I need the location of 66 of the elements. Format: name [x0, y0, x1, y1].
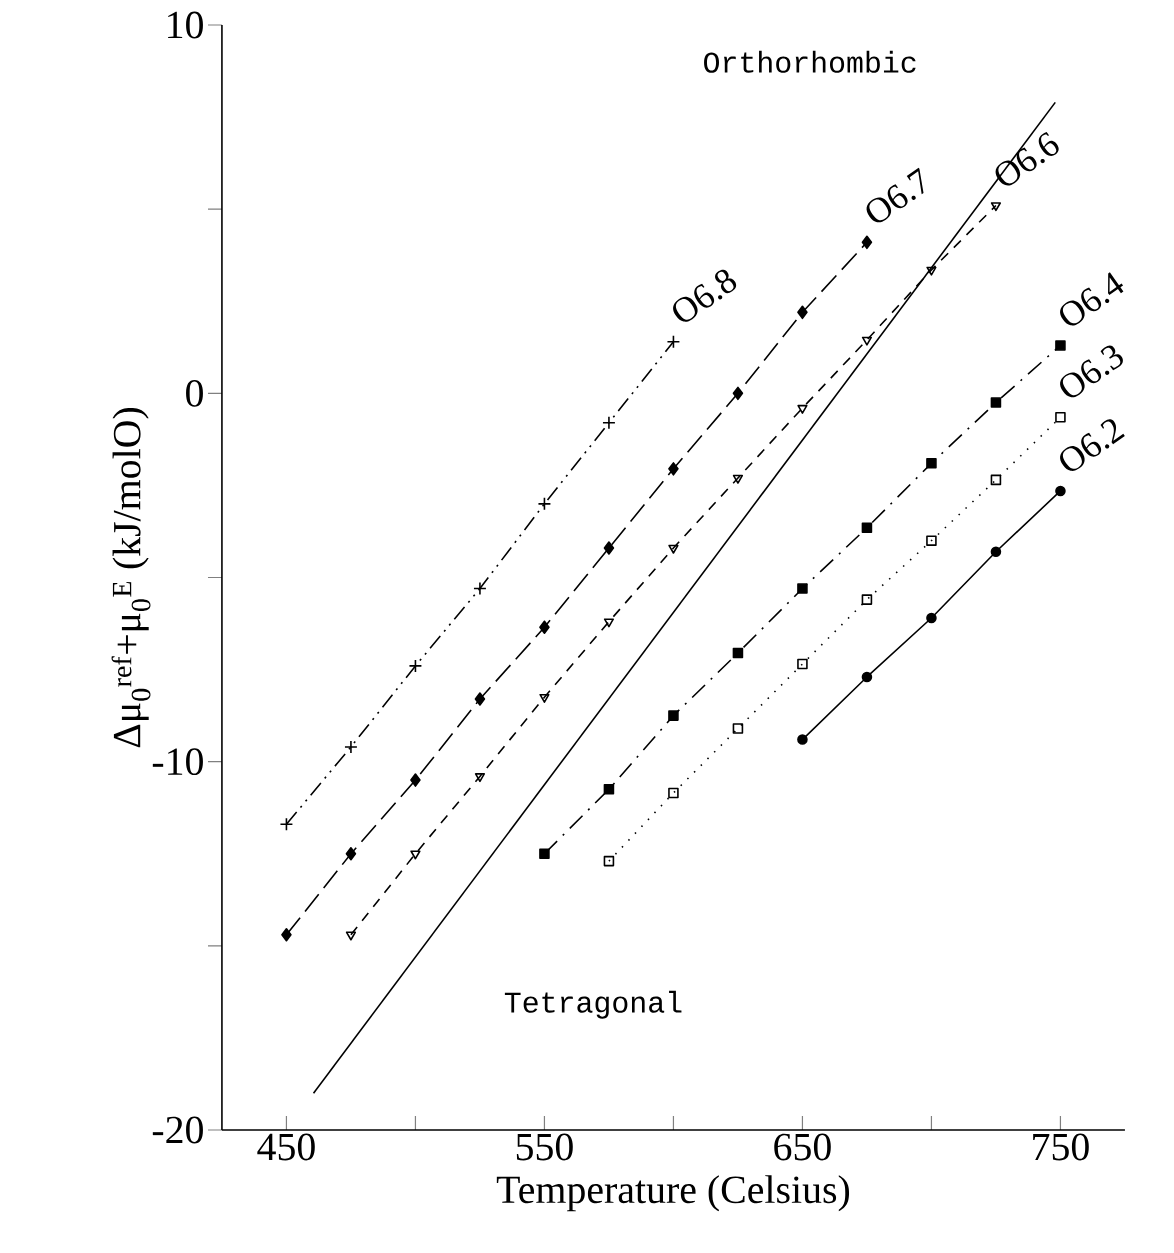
- point: [345, 846, 357, 861]
- text: O6.4: [1060, 272, 1124, 326]
- point: [668, 462, 679, 476]
- point: [410, 773, 421, 787]
- point: [408, 659, 423, 673]
- point: [539, 693, 550, 703]
- point: [990, 474, 1002, 486]
- point: [668, 544, 679, 554]
- x-tick-label: 450: [257, 1133, 315, 1161]
- point: [797, 658, 808, 670]
- point: [668, 787, 679, 799]
- x-tick-label: 650: [774, 1133, 831, 1161]
- point: [861, 336, 873, 346]
- point: [603, 541, 615, 555]
- point: [603, 855, 615, 867]
- point: [861, 594, 873, 605]
- point: [732, 647, 744, 659]
- point: [345, 931, 357, 941]
- text: O6.7: [866, 167, 924, 223]
- text: O6.6: [995, 131, 1059, 186]
- y-axis-title: Δμ$_{0}$$^{ref}$+μ$_{0}$$^{E}$ (kJ/molO): [111, 408, 151, 748]
- point: [281, 928, 292, 942]
- point: [602, 416, 616, 430]
- y-tick-label: -10: [152, 748, 203, 776]
- point: [861, 671, 873, 683]
- point: [926, 458, 937, 469]
- point: [668, 710, 679, 721]
- point: [926, 266, 937, 276]
- point: [926, 535, 937, 546]
- point: [410, 850, 421, 860]
- point: [666, 335, 681, 349]
- point: [539, 620, 550, 634]
- y-tick-label: 0: [186, 379, 203, 407]
- annotation: Tetragonal: [504, 990, 682, 1019]
- point: [1055, 485, 1066, 497]
- text: O6.3: [1060, 345, 1123, 398]
- point: [732, 386, 744, 401]
- x-axis-title: Temperature (Celsius): [496, 1175, 850, 1212]
- point: [474, 773, 486, 783]
- point: [279, 817, 294, 832]
- point: [473, 581, 487, 596]
- text: O6.2: [1060, 419, 1125, 471]
- point: [603, 618, 615, 628]
- point: [797, 404, 808, 414]
- point: [990, 202, 1002, 212]
- point: [990, 397, 1002, 408]
- point: [990, 546, 1002, 557]
- point: [797, 305, 808, 320]
- point: [732, 474, 744, 484]
- point: [539, 848, 550, 860]
- point: [537, 497, 552, 511]
- text: O6.8: [673, 269, 737, 322]
- y-tick-label: -20: [152, 1116, 203, 1144]
- point: [344, 740, 358, 754]
- point: [797, 734, 808, 745]
- point: [926, 612, 937, 624]
- x-tick-label: 750: [1033, 1133, 1089, 1161]
- y-tick-label: 10: [168, 11, 203, 39]
- x-tick-label: 550: [516, 1133, 573, 1161]
- point: [861, 235, 873, 250]
- point: [603, 784, 615, 795]
- point: [732, 723, 744, 734]
- annotation: Orthorhombic: [704, 50, 916, 73]
- point: [797, 583, 808, 594]
- point: [861, 522, 873, 534]
- point: [474, 692, 486, 706]
